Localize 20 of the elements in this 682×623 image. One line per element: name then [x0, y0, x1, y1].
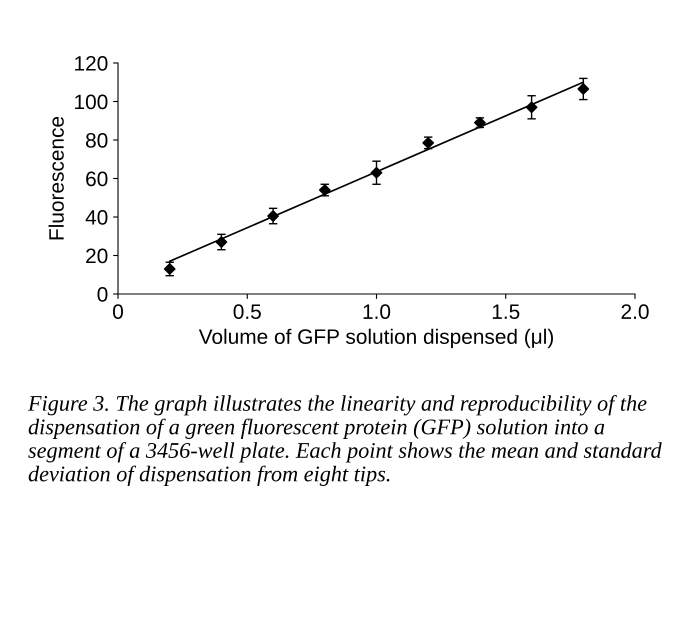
y-tick-label: 0	[98, 287, 108, 302]
x-tick-label: 0	[113, 304, 123, 320]
y-tick-label: 60	[86, 172, 108, 186]
y-tick-label: 80	[86, 133, 108, 148]
point	[267, 210, 279, 222]
y-tick-label: 40	[86, 210, 108, 225]
x-tick-label: 1.5	[492, 304, 520, 320]
x-tick-label: 2.0	[622, 304, 649, 320]
x-tick-label: 1.0	[364, 304, 390, 320]
x-tick-label: 0.5	[234, 304, 261, 320]
point	[216, 236, 228, 248]
y-axis-title: Fluorescence	[48, 116, 64, 240]
caption: Figure 3. The graph illustrates the linearity and reproducibility of the dispensation of a green fluorescent protein (GFP) solution into a segment of a 3456-well plate. Each point shows the mean and standard deviation of dispensation from eight tips.	[28, 395, 662, 486]
y-tick-label: 120	[75, 56, 108, 71]
point	[370, 166, 382, 179]
y-tick-label: 100	[75, 94, 108, 110]
point	[577, 83, 590, 95]
y-tick-label: 20	[86, 248, 108, 264]
point	[526, 101, 538, 114]
x-axis-title: Volume of GFP solution dispensed (μl)	[198, 328, 553, 348]
